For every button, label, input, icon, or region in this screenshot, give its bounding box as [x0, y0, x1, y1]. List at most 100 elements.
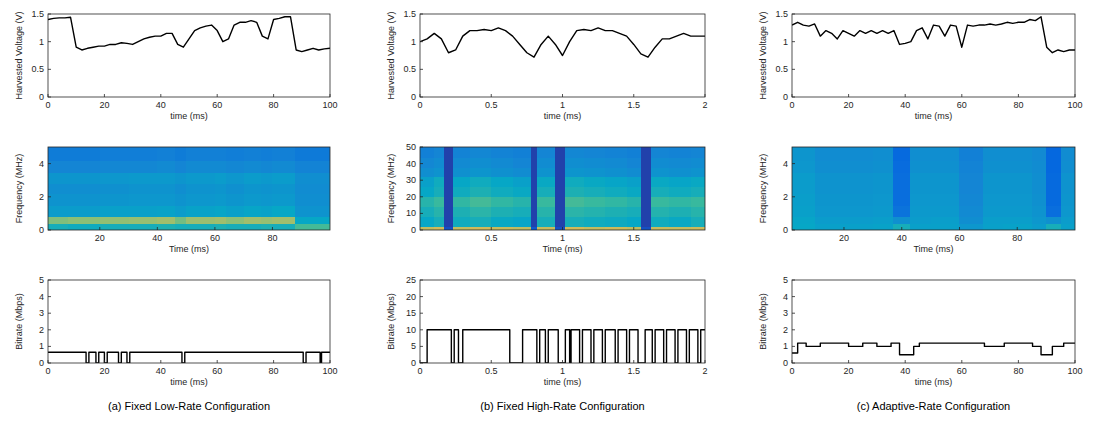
- y-tick: [792, 14, 795, 15]
- heat-cell: [537, 177, 556, 188]
- heat-cell: [893, 193, 911, 205]
- heat-cell: [873, 217, 894, 224]
- y-tick: [792, 296, 795, 297]
- heat-cell: [565, 147, 584, 158]
- y-tick: [48, 363, 51, 364]
- heat-cell: [651, 167, 670, 178]
- x-tick-label: 20: [99, 366, 109, 376]
- heat-cell: [1032, 223, 1047, 230]
- y-tick: [420, 313, 423, 314]
- heat-cell: [555, 207, 566, 218]
- y-tick-label: 1: [39, 37, 44, 47]
- x-tick-label: 40: [900, 100, 910, 110]
- heat-cell: [669, 177, 691, 188]
- data-line: [792, 17, 1075, 53]
- x-axis-title: Time (ms): [542, 244, 582, 254]
- heat-cell: [186, 172, 215, 184]
- heat-cell: [605, 207, 627, 218]
- x-tick-label: 2: [702, 366, 707, 376]
- y-tick-label: 0: [411, 358, 416, 368]
- heat-cell: [1003, 172, 1032, 184]
- heat-cell: [641, 207, 652, 218]
- x-tick-label: 0: [417, 366, 422, 376]
- heat-cell: [244, 217, 262, 224]
- heat-cell: [844, 160, 873, 172]
- x-tick-label: 80: [269, 366, 279, 376]
- heat-cell: [68, 172, 100, 184]
- x-tick-label: 1: [560, 100, 565, 110]
- heat-cell: [444, 177, 453, 188]
- heat-cell: [531, 187, 537, 198]
- heat-cell: [983, 147, 1004, 161]
- heat-cell: [100, 147, 129, 161]
- x-tick: [905, 94, 906, 97]
- y-tick: [48, 69, 51, 70]
- heat-cell: [627, 167, 642, 178]
- heat-cell: [669, 187, 691, 198]
- heat-cell: [261, 147, 273, 161]
- heat-cell: [215, 205, 227, 217]
- heat-cell: [959, 193, 983, 205]
- data-line: [420, 330, 705, 363]
- heat-cell: [48, 217, 69, 224]
- x-tick: [491, 94, 492, 97]
- heat-cell: [651, 187, 670, 198]
- heat-cell: [565, 157, 584, 168]
- heat-cell: [491, 197, 513, 208]
- heat-cell: [873, 205, 894, 217]
- heat-cell: [605, 157, 627, 168]
- heat-cell: [531, 167, 537, 178]
- heat-cell: [844, 193, 873, 205]
- heat-cell: [565, 177, 584, 188]
- heat-cell: [434, 147, 445, 158]
- heat-cell: [584, 187, 606, 198]
- y-axis-title: Bitrate (Mbps): [14, 293, 24, 350]
- x-tick-label: 60: [212, 366, 222, 376]
- heat-cell: [261, 184, 273, 195]
- heat-cell: [555, 167, 566, 178]
- heat-cell: [100, 193, 129, 205]
- heat-cell: [453, 217, 471, 228]
- x-tick-label: 1.5: [627, 366, 640, 376]
- plot-area: [48, 147, 330, 230]
- heat-cell: [931, 147, 960, 161]
- x-axis-title: Time (ms): [169, 244, 209, 254]
- heat-cell: [434, 157, 445, 168]
- heat-cell: [129, 172, 158, 184]
- heat-cell: [272, 147, 296, 161]
- x-tick: [562, 94, 563, 97]
- y-tick: [792, 97, 795, 98]
- heat-cell: [470, 217, 492, 228]
- axes-frame: [48, 147, 330, 230]
- heat-cell: [226, 217, 244, 224]
- heat-cell: [959, 160, 983, 172]
- heat-cell: [893, 147, 911, 161]
- y-tick-label: 0.5: [31, 64, 44, 74]
- heat-cell: [226, 160, 244, 172]
- x-tick: [217, 360, 218, 363]
- x-tick: [959, 227, 960, 230]
- heat-cell: [157, 193, 175, 205]
- heat-cell: [226, 184, 244, 195]
- x-tick: [99, 227, 100, 230]
- y-tick-label: 0: [783, 358, 788, 368]
- y-tick: [792, 163, 795, 164]
- heat-cell: [931, 172, 960, 184]
- heat-cell: [959, 147, 983, 161]
- heat-cell: [272, 172, 296, 184]
- heat-cell: [157, 223, 175, 230]
- heat-cell: [175, 160, 187, 172]
- x-tick: [48, 94, 49, 97]
- heat-cell: [453, 147, 471, 158]
- heat-cell: [100, 184, 129, 195]
- heat-cell: [453, 157, 471, 168]
- x-tick-label: 80: [1012, 233, 1022, 243]
- heat-cell: [873, 147, 894, 161]
- x-tick: [633, 227, 634, 230]
- heat-cell: [844, 184, 873, 195]
- heat-cell: [1032, 147, 1047, 161]
- heat-cell: [931, 184, 960, 195]
- heat-cell: [531, 147, 537, 158]
- heat-cell: [537, 217, 556, 228]
- heat-cell: [931, 160, 960, 172]
